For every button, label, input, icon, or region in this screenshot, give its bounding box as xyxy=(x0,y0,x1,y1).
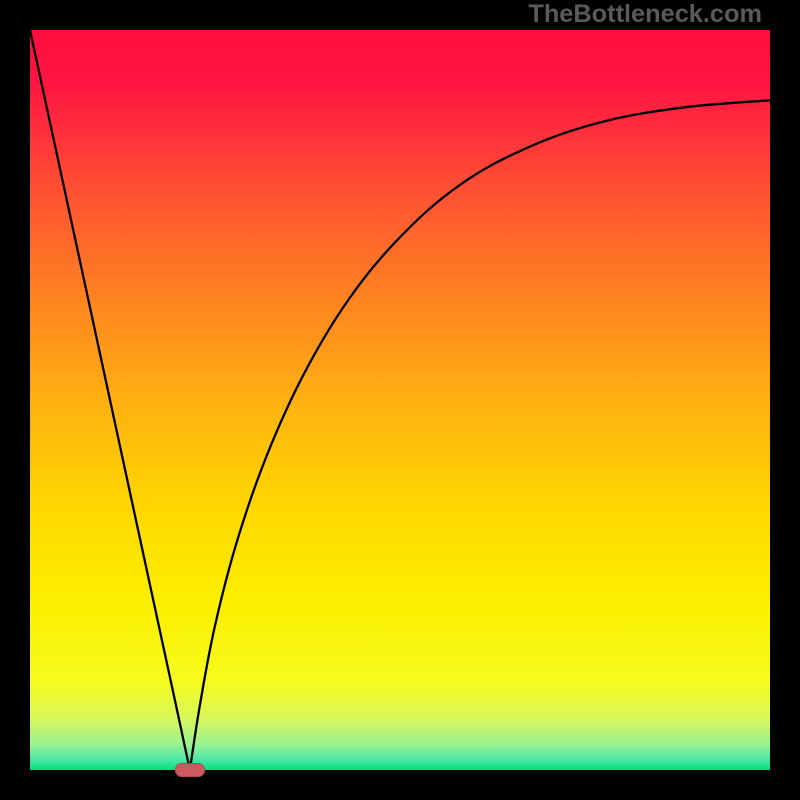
bottleneck-curve xyxy=(30,30,770,770)
curve-path xyxy=(30,30,770,770)
plot-area xyxy=(30,30,770,770)
optimum-marker xyxy=(175,763,205,777)
chart-frame: TheBottleneck.com xyxy=(0,0,800,800)
watermark-text: TheBottleneck.com xyxy=(528,0,762,29)
